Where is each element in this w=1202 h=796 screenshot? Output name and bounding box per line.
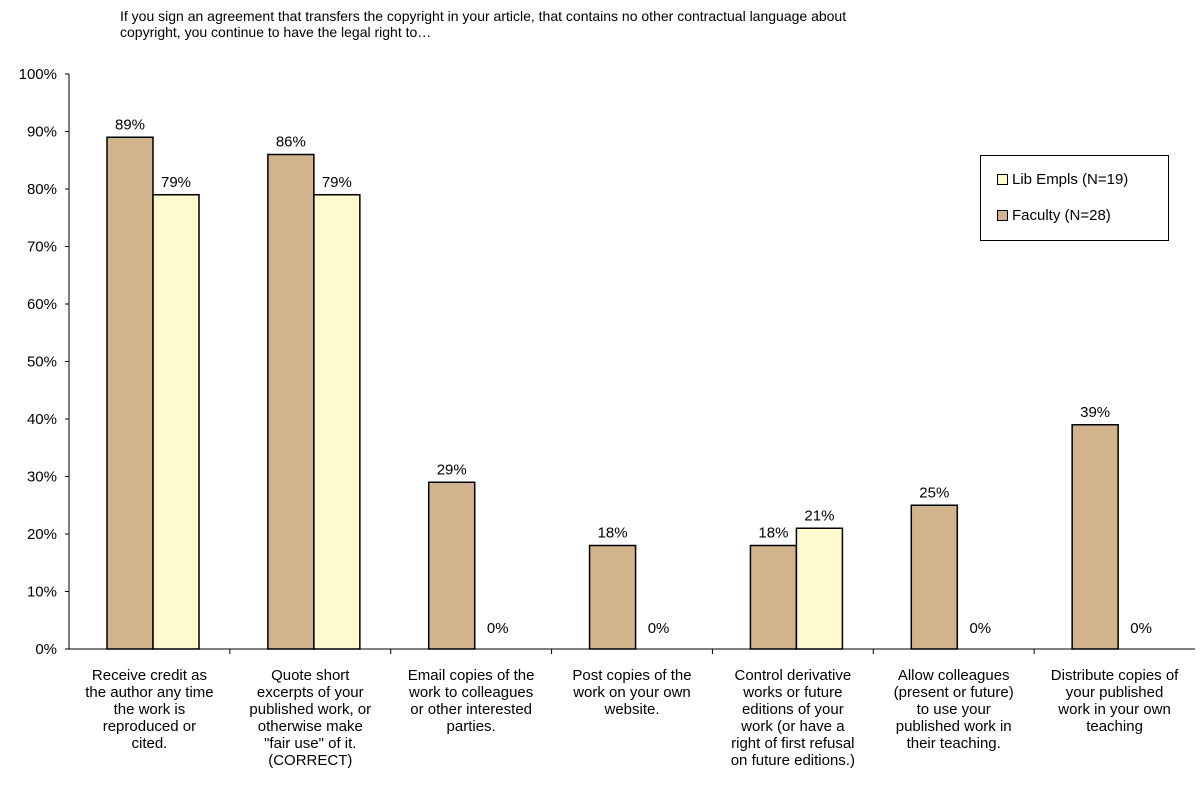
x-tick-label-line: cited. <box>131 735 168 752</box>
chart-title: If you sign an agreement that transfers … <box>120 8 847 40</box>
x-tick-label-line: your published <box>1065 684 1164 701</box>
x-tick-label: Email copies of the work to colleagues or … <box>389 667 553 735</box>
x-tick-label-line: or other interested <box>410 701 533 718</box>
data-label: 89% <box>115 116 145 133</box>
x-tick-label-line: right of first refusal <box>731 735 855 752</box>
x-tick-label: Allow colleagues (present or future) to us… <box>872 667 1036 752</box>
data-label: 0% <box>969 620 991 637</box>
x-tick-label: Distribute copies of your published work i… <box>1033 667 1197 735</box>
x-tick-label-line: Email copies of the <box>407 667 535 684</box>
legend-item-faculty: Faculty (N=28) <box>997 207 1111 224</box>
data-label: 79% <box>161 174 191 191</box>
legend-label-faculty: Faculty (N=28) <box>1012 207 1111 224</box>
axes: 0% 10% 20% 30% 40% 50% 60% 70% 80% 90% 100% <box>19 66 1195 658</box>
bar <box>106 136 154 650</box>
bar <box>313 194 361 650</box>
x-tick-label-line: work (or have a <box>741 718 845 735</box>
data-label: 21% <box>804 507 834 524</box>
bar <box>795 527 844 650</box>
y-tick-label: 40% <box>27 411 57 428</box>
x-tick-label-line: (CORRECT) <box>268 752 353 769</box>
x-tick-label-line: Distribute copies of <box>1050 667 1179 684</box>
x-tick-label-line: work on your own <box>573 684 691 701</box>
y-tick-label: 70% <box>27 239 57 256</box>
data-label: 0% <box>487 620 509 637</box>
y-tick-label: 60% <box>27 296 57 313</box>
x-tick-label: Post copies of the work on your own websit… <box>550 667 714 718</box>
x-tick-label-line: excerpts of your <box>256 684 364 701</box>
x-tick-label-line: to use your <box>916 701 991 718</box>
legend-item-lib-empls: Lib Empls (N=19) <box>997 171 1128 188</box>
x-tick-label-line: Allow colleagues <box>897 667 1010 684</box>
x-tick-label-line: works or future <box>743 684 843 701</box>
legend: Lib Empls (N=19) Faculty (N=28) <box>980 155 1169 241</box>
data-label: 25% <box>919 484 949 501</box>
x-tick-label-line: work to colleagues <box>409 684 534 701</box>
data-label: 39% <box>1080 404 1110 421</box>
x-tick-label-line: "fair use" of it. <box>264 735 357 752</box>
y-tick-label: 0% <box>35 641 57 658</box>
data-label: 79% <box>322 174 352 191</box>
bar <box>427 481 476 650</box>
x-tick-label-line: parties. <box>446 718 496 735</box>
x-tick-label-line: (present or future) <box>893 684 1014 701</box>
x-tick-label-line: reproduced or <box>102 718 197 735</box>
x-tick-label-line: Quote short <box>271 667 350 684</box>
x-tick-label-line: website. <box>604 701 660 718</box>
bar <box>1071 424 1119 650</box>
x-tick-label-line: otherwise make <box>257 718 363 735</box>
bar <box>588 544 637 650</box>
y-tick-label: 20% <box>27 526 57 543</box>
x-tick-label-line: on future editions.) <box>730 752 855 769</box>
data-label: 0% <box>648 620 670 637</box>
data-label: 18% <box>598 525 628 542</box>
x-tick-label: Quote short excerpts of your published wor… <box>228 667 392 769</box>
data-label: 18% <box>758 525 788 542</box>
data-labels: 89% 79% 86% 79% 29% 0% 18% 0% 18% 21% 25% 0% 39% 0% <box>115 116 1152 637</box>
x-tick-label-line: teaching <box>1086 718 1143 735</box>
x-tick-label-line: their teaching. <box>906 735 1001 752</box>
y-tick-label: 100% <box>19 66 57 83</box>
y-tick-label: 50% <box>27 354 57 371</box>
legend-label-lib-empls: Lib Empls (N=19) <box>1012 171 1129 188</box>
data-label: 29% <box>437 461 467 478</box>
y-tick-label: 30% <box>27 469 57 486</box>
x-tick-label-line: Control derivative <box>734 667 852 684</box>
x-tick-label-line: the author any time <box>85 684 214 701</box>
data-label: 86% <box>276 134 306 151</box>
x-tick-label: Control derivative works or future edition… <box>711 667 875 769</box>
y-tick-label: 90% <box>27 124 57 141</box>
bar <box>267 153 315 650</box>
legend-swatch-lib-empls <box>997 174 1008 185</box>
x-tick-label-line: Receive credit as <box>91 667 207 684</box>
legend-swatch-faculty <box>997 210 1008 221</box>
data-label: 0% <box>1130 620 1152 637</box>
x-tick-label-line: the work is <box>113 701 186 718</box>
x-tick-label-line: published work, or <box>249 701 372 718</box>
bar <box>749 544 798 650</box>
bar <box>910 504 959 650</box>
x-tick-label-line: Post copies of the <box>572 667 692 684</box>
y-tick-label: 80% <box>27 181 57 198</box>
y-tick-label: 10% <box>27 584 57 601</box>
x-tick-label: Receive credit as the author any time the … <box>67 667 231 752</box>
x-tick-label-line: work in your own <box>1058 701 1171 718</box>
bars <box>106 136 1119 650</box>
bar <box>152 194 200 650</box>
x-tick-label-line: editions of your <box>741 701 844 718</box>
x-tick-label-line: published work in <box>895 718 1012 735</box>
